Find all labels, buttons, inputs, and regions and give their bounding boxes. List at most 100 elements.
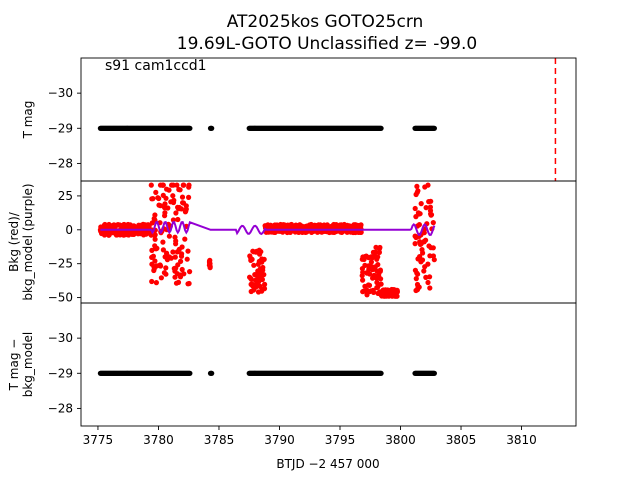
bkg-data-point: [376, 246, 382, 252]
bkg-data-point: [314, 229, 321, 235]
bkg-data-point: [170, 249, 176, 255]
bkg-data-point: [162, 254, 168, 260]
bkg-data-point: [258, 268, 264, 274]
bkg-data-point: [162, 201, 168, 207]
bkg-data-point: [417, 241, 423, 247]
bkg-data-point: [376, 268, 382, 274]
xtick-label: 3795: [325, 433, 356, 447]
bkg-data-point: [106, 232, 112, 238]
bkg-data-point: [366, 255, 372, 261]
top-ytick-label: −28: [48, 156, 73, 170]
bkg-data-point: [427, 274, 433, 280]
bkg-data-point: [150, 253, 156, 259]
middle-ytick-label: −50: [48, 291, 73, 305]
bottom-data-point: [431, 370, 437, 376]
bkg-data-point: [173, 238, 179, 244]
bkg-data-point: [166, 233, 172, 239]
bkg-data-point: [176, 204, 182, 211]
bkg-data-point: [299, 229, 305, 235]
bkg-data-point: [421, 268, 427, 274]
bkg-data-point: [176, 186, 182, 193]
bkg-data-point: [150, 196, 156, 202]
bkg-data-point: [186, 280, 192, 287]
bkg-data-point: [170, 199, 177, 206]
bkg-data-point: [267, 224, 274, 230]
bkg-data-point: [174, 182, 180, 188]
bkg-data-point: [360, 288, 367, 294]
bkg-data-point: [376, 249, 382, 255]
bkg-data-point: [374, 279, 380, 286]
bkg-data-point: [121, 232, 127, 238]
bkg-data-point: [179, 266, 185, 273]
bkg-data-point: [366, 266, 372, 272]
bkg-data-point: [259, 288, 265, 294]
bkg-data-point: [158, 263, 164, 269]
top-data-point: [187, 125, 193, 131]
bkg-data-point: [186, 182, 192, 188]
bkg-model-line: [100, 220, 436, 236]
bkg-data-point: [170, 193, 176, 199]
top-ylabel: T mag: [21, 101, 35, 140]
bkg-data-point: [378, 281, 384, 287]
bkg-data-point: [418, 201, 424, 207]
bkg-data-point: [152, 212, 158, 218]
bkg-data-point: [428, 212, 435, 218]
bkg-data-point: [394, 289, 400, 295]
bottom-ytick-label: −30: [48, 331, 73, 345]
bkg-data-point: [262, 281, 268, 287]
bkg-data-point: [149, 278, 155, 285]
bkg-data-point: [251, 262, 257, 268]
bkg-data-point: [375, 262, 381, 268]
top-data-point: [209, 125, 215, 131]
bkg-data-point: [422, 184, 428, 190]
xtick-label: 3785: [204, 433, 235, 447]
bkg-data-point: [370, 264, 376, 270]
bkg-data-point: [182, 209, 188, 215]
bkg-data-point: [384, 291, 390, 297]
bkg-data-point: [360, 277, 366, 283]
bottom-ytick-label: −28: [48, 401, 73, 415]
bkg-data-point: [422, 264, 428, 270]
bkg-data-point: [179, 244, 185, 250]
middle-ytick-label: 0: [65, 223, 73, 237]
bkg-data-point: [423, 205, 429, 211]
bkg-data-point: [179, 251, 185, 257]
bkg-data-point: [175, 279, 182, 285]
bkg-data-point: [416, 222, 422, 228]
bkg-data-point: [183, 203, 189, 209]
bkg-data-point: [254, 248, 260, 254]
bkg-data-point: [163, 265, 169, 271]
xtick-label: 3800: [385, 433, 416, 447]
bkg-data-point: [261, 256, 267, 262]
bkg-data-point: [412, 205, 418, 212]
bkg-data-point: [157, 203, 164, 209]
bkg-data-point: [247, 253, 253, 259]
bkg-data-point: [148, 182, 154, 188]
bkg-data-point: [358, 222, 364, 228]
bkg-data-point: [427, 285, 433, 291]
bkg-data-point: [379, 293, 385, 299]
bkg-data-point: [430, 245, 436, 251]
bkg-data-point: [413, 191, 419, 198]
top-data-point: [431, 125, 437, 131]
bkg-data-point: [319, 229, 325, 235]
bkg-data-point: [158, 275, 164, 281]
bkg-data-point: [414, 183, 420, 189]
bkg-data-point: [392, 293, 398, 299]
bkg-data-point: [163, 195, 169, 201]
bottom-data-point: [209, 370, 215, 376]
bottom-frame: [80, 302, 577, 427]
bkg-data-point: [275, 224, 281, 230]
bkg-data-point: [426, 199, 432, 205]
bkg-data-point: [430, 220, 436, 226]
bkg-data-point: [368, 259, 374, 265]
bkg-data-point: [153, 189, 159, 195]
top-ytick-label: −30: [48, 86, 73, 100]
bkg-data-point: [172, 254, 178, 260]
bkg-data-point: [419, 247, 425, 253]
middle-ytick-label: 25: [58, 189, 73, 203]
bkg-data-point: [331, 221, 337, 228]
bkg-data-point: [187, 269, 193, 275]
bkg-data-point: [152, 232, 158, 239]
